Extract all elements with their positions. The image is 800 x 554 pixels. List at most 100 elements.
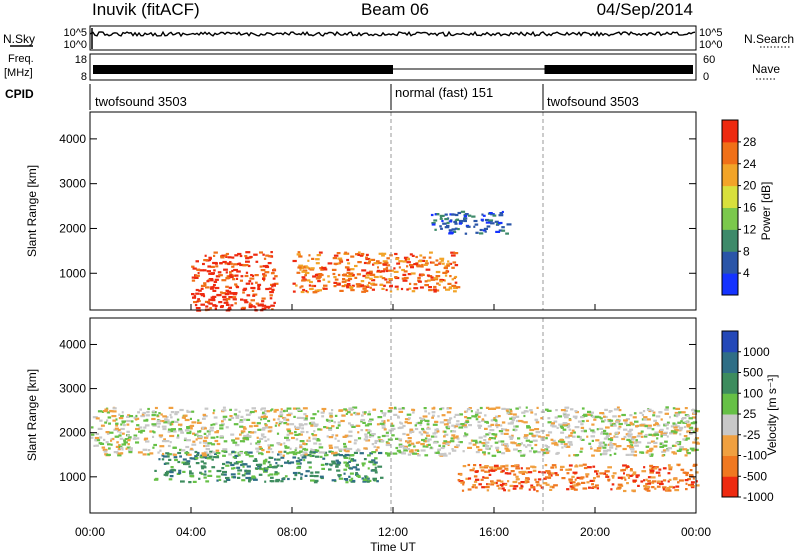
heatmap-cell bbox=[302, 442, 305, 445]
heatmap-cell bbox=[675, 407, 681, 410]
heatmap-cell bbox=[446, 411, 452, 414]
heatmap-cell bbox=[302, 288, 306, 292]
heatmap-cell bbox=[441, 219, 444, 223]
heatmap-cell bbox=[331, 268, 337, 271]
heatmap-cell bbox=[312, 437, 317, 440]
heatmap-cell bbox=[244, 264, 249, 267]
heatmap-cell bbox=[582, 414, 588, 417]
heatmap-cell bbox=[282, 416, 286, 420]
heatmap-cell bbox=[276, 442, 281, 445]
heatmap-cell bbox=[221, 420, 224, 423]
heatmap-cell bbox=[355, 463, 359, 466]
heatmap-cell bbox=[666, 448, 669, 451]
heatmap-cell bbox=[294, 474, 298, 477]
heatmap-cell bbox=[165, 472, 169, 475]
heatmap-cell bbox=[549, 488, 553, 491]
heatmap-cell bbox=[222, 295, 227, 298]
colorbar-tick-label: -1000 bbox=[743, 490, 774, 504]
heatmap-cell bbox=[94, 439, 97, 442]
heatmap-cell bbox=[279, 414, 283, 417]
heatmap-cell bbox=[657, 480, 661, 483]
heatmap-cell bbox=[580, 447, 584, 450]
heatmap-cell bbox=[306, 291, 309, 294]
heatmap-cell bbox=[300, 473, 304, 476]
heatmap-cell bbox=[245, 472, 251, 475]
heatmap-cell bbox=[398, 451, 402, 454]
heatmap-cell bbox=[410, 449, 414, 452]
heatmap-cell bbox=[574, 454, 579, 457]
heatmap-cell bbox=[265, 254, 269, 257]
heatmap-cell bbox=[312, 275, 317, 278]
heatmap-cell bbox=[312, 434, 318, 437]
heatmap-cell bbox=[591, 439, 594, 442]
heatmap-cell bbox=[351, 284, 355, 287]
heatmap-cell bbox=[540, 448, 543, 451]
heatmap-cell bbox=[234, 274, 239, 277]
heatmap-cell bbox=[559, 438, 565, 442]
heatmap-cell bbox=[565, 423, 570, 426]
heatmap-cell bbox=[435, 451, 440, 454]
heatmap-cell bbox=[451, 284, 457, 287]
heatmap-cell bbox=[565, 445, 570, 448]
heatmap-cell bbox=[612, 472, 617, 475]
heatmap-cell bbox=[299, 445, 302, 448]
heatmap-cell bbox=[485, 433, 490, 436]
heatmap-cell bbox=[231, 265, 235, 268]
heatmap-cell bbox=[342, 435, 347, 438]
heatmap-cell bbox=[436, 430, 440, 433]
heatmap-cell bbox=[255, 260, 259, 263]
heatmap-cell bbox=[126, 446, 131, 449]
heatmap-cell bbox=[495, 406, 501, 409]
heatmap-cell bbox=[171, 428, 176, 431]
heatmap-cell bbox=[216, 479, 219, 482]
heatmap-cell bbox=[185, 461, 188, 464]
heatmap-cell bbox=[553, 420, 558, 423]
heatmap-cell bbox=[331, 479, 337, 482]
heatmap-cell bbox=[406, 441, 410, 444]
heatmap-cell bbox=[430, 435, 435, 438]
heatmap-cell bbox=[223, 268, 228, 271]
heatmap-cell bbox=[661, 454, 664, 457]
heatmap-cell bbox=[629, 444, 634, 447]
heatmap-cell bbox=[438, 283, 441, 286]
heatmap-cell bbox=[464, 232, 468, 235]
heatmap-cell bbox=[251, 476, 256, 479]
heatmap-cell bbox=[343, 445, 347, 448]
heatmap-cell bbox=[580, 438, 585, 441]
heatmap-cell bbox=[422, 445, 426, 448]
heatmap-cell bbox=[186, 431, 192, 435]
heatmap-cell bbox=[309, 280, 313, 284]
heatmap-cell bbox=[488, 219, 494, 222]
heatmap-cell bbox=[210, 265, 215, 268]
heatmap-cell bbox=[255, 463, 261, 466]
heatmap-cell bbox=[334, 437, 337, 440]
heatmap-cell bbox=[689, 428, 694, 431]
heatmap-cell bbox=[105, 431, 110, 434]
heatmap-cell bbox=[570, 432, 573, 435]
heatmap-cell bbox=[259, 437, 264, 440]
colorbar-swatch bbox=[722, 163, 738, 187]
heatmap-cell bbox=[184, 451, 190, 455]
heatmap-cell bbox=[312, 449, 318, 452]
heatmap-cell bbox=[165, 452, 170, 455]
heatmap-cell bbox=[444, 213, 448, 216]
heatmap-cell bbox=[434, 213, 437, 216]
heatmap-cell bbox=[296, 426, 301, 429]
heatmap-cell bbox=[269, 464, 272, 467]
heatmap-cell bbox=[648, 409, 651, 413]
heatmap-cell bbox=[233, 268, 238, 272]
heatmap-cell bbox=[181, 461, 187, 464]
heatmap-cell bbox=[660, 480, 663, 483]
heatmap-cell bbox=[347, 447, 353, 451]
heatmap-cell bbox=[269, 294, 273, 297]
heatmap-cell bbox=[666, 435, 669, 438]
heatmap-cell bbox=[612, 415, 617, 418]
heatmap-cell bbox=[644, 488, 648, 491]
heatmap-cell bbox=[198, 435, 204, 439]
heatmap-cell bbox=[321, 415, 325, 418]
heatmap-cell bbox=[206, 280, 210, 283]
heatmap-cell bbox=[618, 422, 623, 426]
heatmap-cell bbox=[602, 446, 607, 449]
heatmap-cell bbox=[169, 423, 172, 426]
heatmap-cell bbox=[488, 473, 492, 476]
